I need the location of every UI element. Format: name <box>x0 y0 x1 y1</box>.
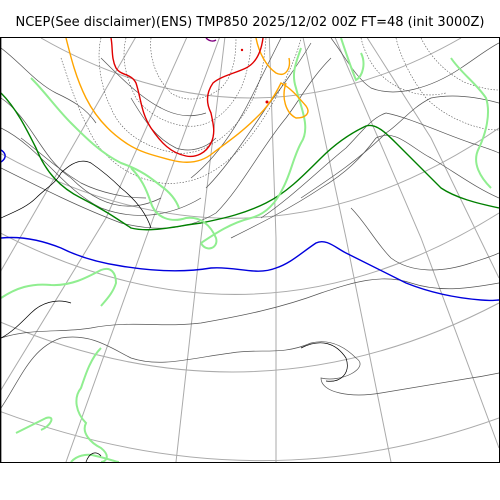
isotherm-line <box>260 112 387 219</box>
coastline <box>1 300 72 339</box>
isotherm-line <box>300 95 499 199</box>
isotherm-line <box>130 97 217 151</box>
temperature-map <box>1 38 499 462</box>
isotherm-line <box>190 38 282 179</box>
isotherm-blue <box>1 236 499 302</box>
isotherm-light-green <box>30 77 180 209</box>
cold-center-marker <box>265 100 269 104</box>
dotted-isotherms <box>60 38 499 184</box>
coastlines <box>1 38 348 462</box>
meridian-line <box>1 38 188 391</box>
isotherm-light-green <box>75 347 108 462</box>
isotherm-dotted-line <box>360 38 447 96</box>
isotherm-orange-north <box>255 38 291 75</box>
coastline <box>85 452 102 462</box>
isotherm-red <box>110 38 264 158</box>
isotherm-light-green <box>1 267 118 307</box>
coastline <box>1 160 152 229</box>
isotherm-light-green <box>15 416 53 434</box>
isotherm-light-green <box>130 167 218 250</box>
meridian-line <box>65 38 220 462</box>
meridian-line <box>366 38 499 279</box>
isotherm-dark-green <box>1 92 499 231</box>
map-title: NCEP(See disclaimer)(ENS) TMP850 2025/12… <box>15 15 485 30</box>
isotherm-dotted-line <box>420 38 499 91</box>
isotherm-line <box>1 127 202 216</box>
isotherm-line <box>1 278 499 339</box>
isotherm-line <box>375 134 499 199</box>
isotherm-light-green <box>70 453 120 462</box>
isotherm-dotted-line <box>98 38 267 154</box>
isotherm-dotted-line <box>123 38 252 127</box>
isotherm-line <box>215 57 332 214</box>
parallel-line <box>1 302 499 373</box>
meridian-line <box>1 38 136 272</box>
isotherm-light-green <box>340 38 365 82</box>
parallel-line <box>1 212 499 295</box>
isotherm-blue-fragment <box>1 149 6 163</box>
isotherm-line <box>100 57 207 117</box>
isotherm-line <box>230 137 377 239</box>
meridian-line <box>334 38 499 449</box>
isotherm-line <box>1 47 97 124</box>
isotherm-light-green <box>200 47 307 244</box>
map-frame <box>0 37 500 463</box>
minor-isotherms <box>1 38 499 409</box>
meridian-line <box>175 38 226 462</box>
isotherm-line <box>1 97 162 207</box>
graticule <box>1 38 499 462</box>
isotherm-line <box>1 336 499 409</box>
coastline <box>300 342 348 382</box>
cold-center-marker <box>240 48 244 52</box>
light-green-contours <box>1 38 492 462</box>
parallel-line <box>1 411 499 462</box>
isotherm-line <box>385 112 499 154</box>
meridian-line <box>268 38 277 462</box>
isotherm-dotted-line <box>60 38 302 184</box>
isotherm-light-green <box>450 57 492 189</box>
meridian-line <box>302 38 392 462</box>
isotherm-dotted-line <box>395 38 499 131</box>
isotherm-line <box>350 207 499 271</box>
isotherm-orange <box>65 38 309 163</box>
isotherm-purple <box>205 38 217 42</box>
